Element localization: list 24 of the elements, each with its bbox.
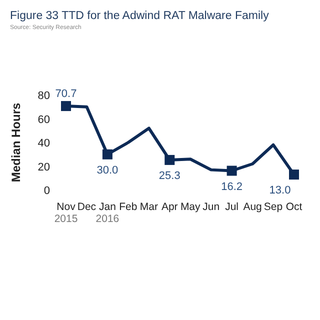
x-tick-label: Sep (264, 201, 283, 213)
data-label: 13.0 (269, 184, 291, 197)
data-label: 25.3 (158, 170, 180, 182)
x-tick-label: Oct (286, 201, 302, 213)
y-tick-label: 60 (38, 114, 50, 126)
y-tick-label: 80 (38, 90, 50, 102)
data-label: 70.7 (55, 88, 77, 100)
x-tick-label: Jul (225, 201, 239, 213)
x-tick-label: May (180, 201, 202, 213)
y-axis-title: Median Hours (9, 102, 23, 182)
data-label: 16.2 (221, 180, 243, 193)
y-tick-label: 40 (38, 138, 50, 150)
y-tick-label: 0 (44, 185, 50, 197)
x-tick-label: Apr (161, 201, 178, 213)
x-tick-label: Feb (119, 201, 138, 213)
x-tick-label: Nov 2015 (54, 201, 78, 225)
x-tick-label: Aug (243, 201, 262, 213)
x-tick-label: Mar (140, 201, 158, 213)
chart-title: Figure 33 TTD for the Adwind RAT Malware Family (10, 10, 270, 22)
data-label: 30.0 (96, 164, 118, 176)
x-tick-label: Jun (202, 201, 220, 213)
y-tick-label: 20 (38, 161, 50, 174)
x-tick-label: Dec (77, 201, 96, 213)
x-tick-label: Jan 2016 (96, 201, 120, 225)
